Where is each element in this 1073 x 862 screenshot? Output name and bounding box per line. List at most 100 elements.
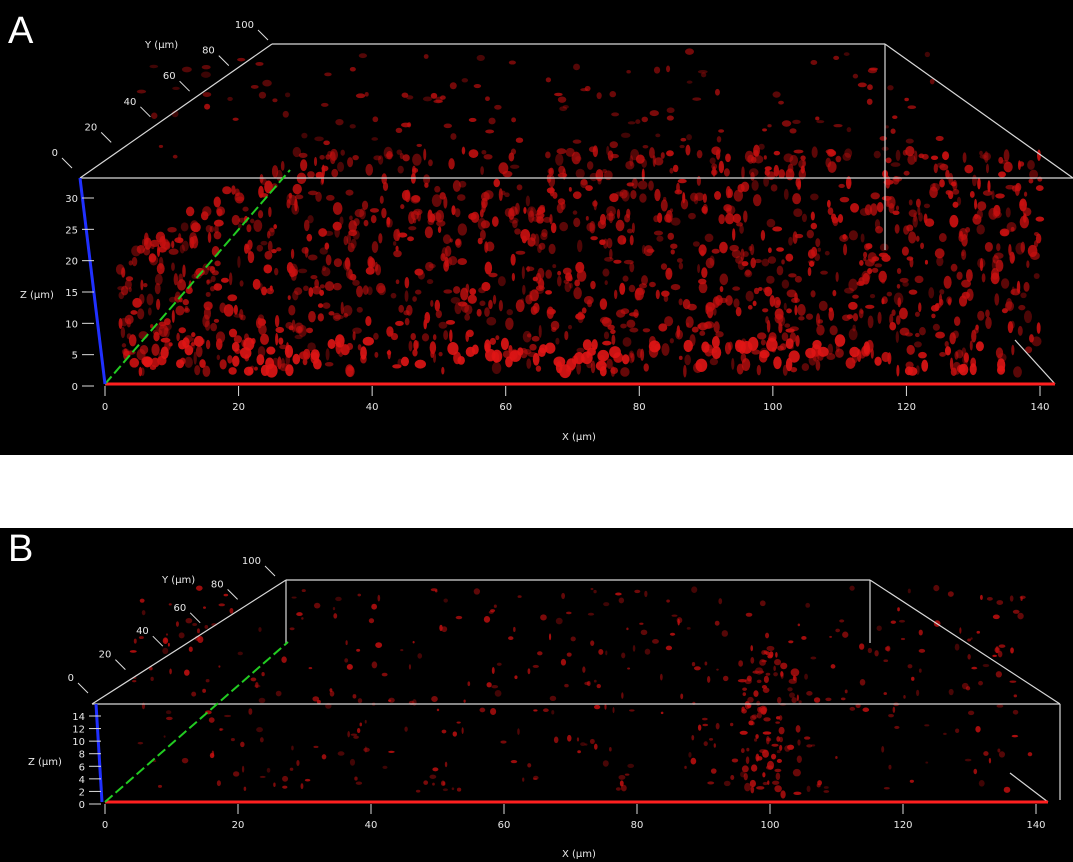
signal-blob xyxy=(895,224,900,234)
signal-blob xyxy=(709,255,714,265)
signal-blob xyxy=(679,262,683,269)
signal-blob xyxy=(569,187,572,192)
z-tick-label: 8 xyxy=(79,750,85,761)
signal-blob xyxy=(400,649,403,651)
signal-blob xyxy=(432,783,435,786)
signal-blob xyxy=(285,92,290,97)
signal-blob xyxy=(792,120,800,124)
signal-blob xyxy=(132,680,136,682)
signal-blob xyxy=(335,119,343,125)
signal-blob xyxy=(423,780,428,785)
signal-blob xyxy=(705,321,715,328)
signal-blob xyxy=(853,313,858,321)
signal-blob xyxy=(765,633,769,639)
signal-blob xyxy=(202,65,211,69)
signal-blob xyxy=(945,346,951,355)
signal-blob xyxy=(700,250,705,256)
signal-blob xyxy=(899,620,905,623)
signal-blob xyxy=(307,171,315,178)
signal-blob xyxy=(557,148,567,154)
signal-blob xyxy=(350,124,356,128)
signal-blob xyxy=(214,261,220,267)
signal-blob xyxy=(365,316,371,326)
signal-blob xyxy=(874,151,881,159)
signal-blob xyxy=(306,328,313,334)
signal-blob xyxy=(517,184,523,190)
signal-blob xyxy=(703,204,708,215)
signal-blob xyxy=(852,295,859,299)
signal-blob xyxy=(436,310,442,318)
signal-blob xyxy=(761,707,767,715)
signal-blob xyxy=(203,92,212,97)
signal-blob xyxy=(240,280,244,286)
signal-blob xyxy=(773,672,778,676)
signal-blob xyxy=(759,350,769,359)
signal-blob xyxy=(248,708,252,715)
signal-blob xyxy=(388,698,394,703)
signal-blob xyxy=(879,253,888,258)
signal-blob xyxy=(680,693,683,699)
signal-blob xyxy=(780,790,785,798)
signal-blob xyxy=(884,787,890,790)
signal-blob xyxy=(1004,162,1013,173)
y-axis-label-a: Y (µm) xyxy=(144,40,178,51)
signal-blob xyxy=(454,302,461,314)
signal-blob xyxy=(382,766,387,769)
signal-blob xyxy=(197,628,200,633)
signal-blob xyxy=(462,78,468,82)
signal-blob xyxy=(218,665,220,667)
signal-blob xyxy=(134,639,137,644)
signal-blob xyxy=(671,614,677,616)
signal-blob xyxy=(533,303,540,314)
signal-blob xyxy=(982,152,991,160)
signal-blob xyxy=(778,101,784,105)
signal-blob xyxy=(611,334,615,345)
signal-blob xyxy=(666,599,670,602)
signal-blob xyxy=(196,346,203,358)
signal-blob xyxy=(203,606,206,609)
signal-blob xyxy=(666,646,672,651)
signal-blob xyxy=(513,627,516,632)
signal-blob xyxy=(202,206,211,216)
signal-blob xyxy=(290,768,294,771)
signal-blob xyxy=(527,763,531,767)
signal-blob xyxy=(725,213,734,224)
signal-blob xyxy=(623,276,629,282)
signal-blob xyxy=(621,692,623,699)
signal-blob xyxy=(357,307,363,313)
signal-blob xyxy=(408,226,416,230)
signal-blob xyxy=(867,99,873,105)
signal-blob xyxy=(750,780,756,787)
signal-blob xyxy=(727,189,733,199)
signal-blob xyxy=(657,213,662,223)
signal-blob xyxy=(375,642,382,648)
signal-blob xyxy=(611,112,619,116)
signal-blob xyxy=(320,284,325,288)
signal-blob xyxy=(287,262,294,273)
signal-blob xyxy=(964,352,969,362)
signal-blob xyxy=(417,653,422,659)
signal-blob xyxy=(144,233,149,245)
signal-blob xyxy=(301,617,303,620)
signal-blob xyxy=(219,302,226,313)
signal-blob xyxy=(186,207,194,217)
signal-blob xyxy=(528,668,531,674)
signal-blob xyxy=(823,790,829,793)
signal-blob xyxy=(288,295,291,300)
signal-blob xyxy=(732,286,740,290)
signal-blob xyxy=(464,314,470,321)
signal-blob xyxy=(996,347,1003,358)
signal-blob xyxy=(780,671,783,677)
signal-blob xyxy=(258,210,263,218)
signal-blob xyxy=(591,588,594,590)
signal-blob xyxy=(643,145,649,149)
signal-blob xyxy=(352,155,358,160)
signal-blob xyxy=(405,290,409,302)
signal-blob xyxy=(329,688,332,692)
signal-blob xyxy=(564,331,568,340)
z-tick-label: 6 xyxy=(79,762,85,773)
signal-blob xyxy=(692,662,695,666)
signal-blob xyxy=(627,229,633,234)
x-tick-label: 140 xyxy=(1026,820,1045,831)
signal-blob xyxy=(827,200,831,208)
